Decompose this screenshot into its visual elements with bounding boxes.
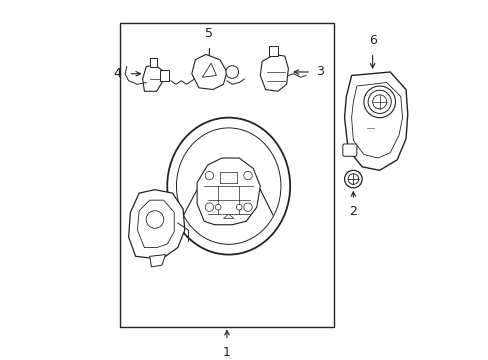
Polygon shape [191, 54, 226, 90]
Polygon shape [223, 214, 233, 219]
Text: 2: 2 [349, 206, 357, 219]
Text: 4: 4 [114, 67, 122, 80]
Circle shape [215, 204, 221, 210]
Polygon shape [344, 72, 407, 170]
Polygon shape [351, 82, 402, 158]
Circle shape [236, 204, 242, 210]
Circle shape [244, 171, 252, 180]
Circle shape [146, 211, 163, 228]
Circle shape [244, 203, 252, 211]
Polygon shape [137, 200, 174, 248]
Polygon shape [260, 54, 288, 91]
Circle shape [347, 174, 358, 184]
FancyBboxPatch shape [342, 144, 356, 156]
Text: 3: 3 [316, 66, 324, 78]
Polygon shape [202, 63, 216, 77]
Bar [160, 70, 169, 81]
Polygon shape [197, 158, 260, 225]
Circle shape [363, 86, 395, 118]
Ellipse shape [167, 118, 289, 255]
Ellipse shape [176, 128, 281, 244]
Polygon shape [142, 65, 162, 91]
Circle shape [344, 170, 362, 188]
Text: 1: 1 [223, 346, 230, 359]
Text: 5: 5 [205, 27, 213, 40]
Text: 6: 6 [368, 35, 376, 48]
Circle shape [372, 95, 386, 109]
Bar [120, 23, 333, 327]
Circle shape [205, 171, 213, 180]
Bar [268, 46, 277, 56]
Circle shape [367, 90, 390, 113]
Polygon shape [149, 255, 165, 267]
Polygon shape [149, 58, 156, 67]
Circle shape [225, 66, 238, 78]
Circle shape [205, 203, 213, 211]
Polygon shape [128, 190, 184, 258]
